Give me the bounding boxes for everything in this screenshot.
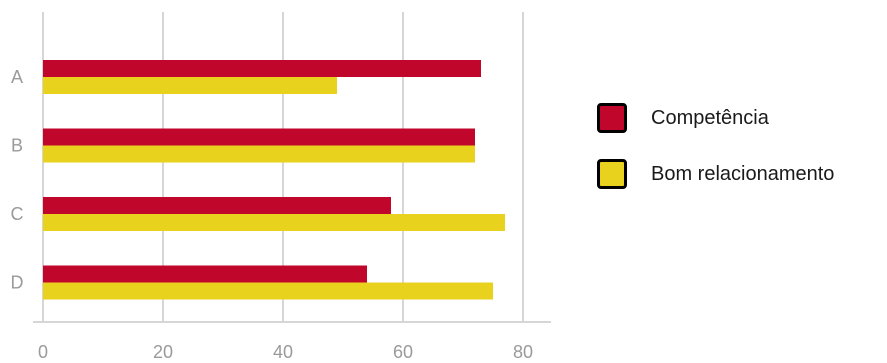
y-tick-label: A: [11, 67, 23, 87]
y-tick-label: C: [11, 204, 24, 224]
legend: Competência Bom relacionamento: [597, 100, 834, 212]
legend-swatch-bom-relacionamento: [597, 159, 627, 189]
x-tick-label: 60: [393, 342, 413, 362]
legend-item-bom-relacionamento: Bom relacionamento: [597, 156, 834, 192]
legend-item-competencia: Competência: [597, 100, 834, 136]
y-tick-label: D: [11, 273, 24, 293]
axes: 0 20 40 60 80 A B C D: [11, 67, 551, 362]
x-tick-label: 0: [38, 342, 48, 362]
y-tick-label: B: [11, 136, 23, 156]
x-tick-label: 80: [513, 342, 533, 362]
bar: [43, 197, 391, 214]
bar: [43, 145, 475, 163]
legend-label-competencia: Competência: [651, 106, 769, 129]
legend-swatch-competencia: [597, 103, 627, 133]
bar: [43, 282, 493, 300]
bars: [43, 60, 505, 300]
bar: [43, 60, 481, 77]
x-tick-label: 20: [153, 342, 173, 362]
x-tick-label: 40: [273, 342, 293, 362]
bar: [43, 265, 367, 283]
bar: [43, 77, 337, 94]
bar: [43, 214, 505, 231]
legend-label-bom-relacionamento: Bom relacionamento: [651, 162, 835, 185]
bar: [43, 128, 475, 146]
